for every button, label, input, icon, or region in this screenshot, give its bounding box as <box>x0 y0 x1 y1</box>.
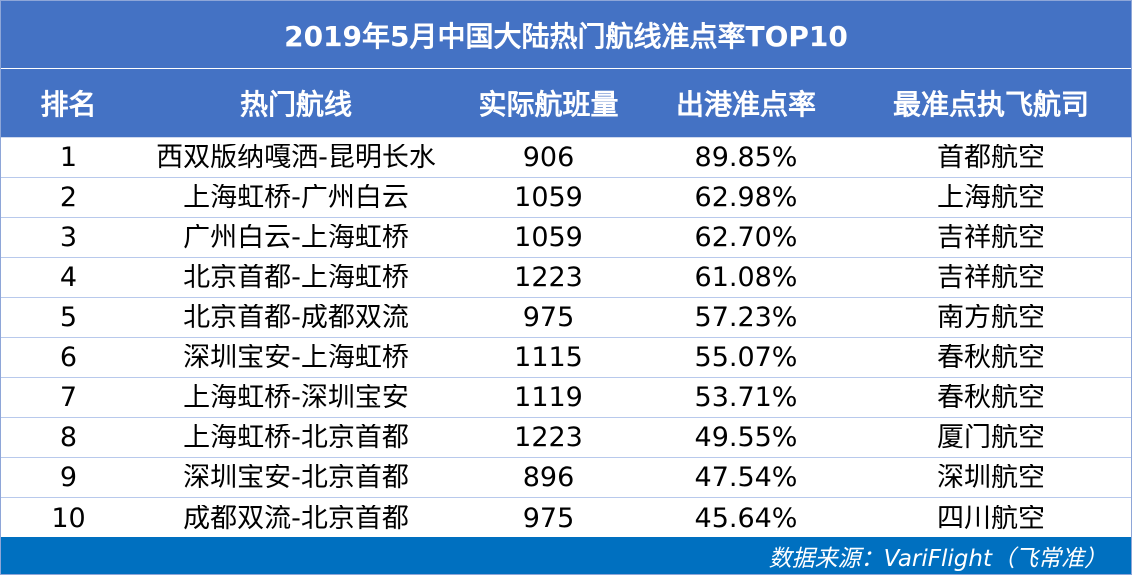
flights-cell: 896 <box>522 464 575 491</box>
table-row: 7 上海虹桥-深圳宝安 1119 53.71% 春秋航空 <box>1 378 1131 418</box>
route-cell: 北京首都-上海虹桥 <box>183 264 409 291</box>
table-row: 1 西双版纳嘎洒-昆明长水 906 89.85% 首都航空 <box>1 138 1131 178</box>
best-airline-cell: 深圳航空 <box>937 464 1045 491</box>
best-airline-cell: 首都航空 <box>937 144 1045 171</box>
flights-cell: 1059 <box>514 184 583 211</box>
flights-cell: 975 <box>522 504 575 532</box>
flights-cell: 1223 <box>514 424 583 451</box>
rank-cell: 3 <box>59 224 78 251</box>
flights-cell: 975 <box>522 304 575 331</box>
source-text: 数据来源：VariFlight（飞常准） <box>768 545 1107 572</box>
on-time-rate-cell: 55.07% <box>694 344 798 371</box>
route-cell: 北京首都-成都双流 <box>183 304 409 331</box>
on-time-rate-cell: 89.85% <box>694 144 798 171</box>
best-airline-cell: 吉祥航空 <box>937 264 1045 291</box>
flights-cell: 1115 <box>514 344 583 371</box>
route-cell: 深圳宝安-北京首都 <box>183 464 409 491</box>
source-footer: 数据来源：VariFlight（飞常准） <box>1 537 1131 574</box>
best-airline-cell: 四川航空 <box>937 504 1045 532</box>
flights-cell: 906 <box>522 144 575 171</box>
table-row: 4 北京首都-上海虹桥 1223 61.08% 吉祥航空 <box>1 258 1131 298</box>
table-title: 2019年5月中国大陆热门航线准点率TOP10 <box>1 1 1131 69</box>
on-time-rate-cell: 49.55% <box>694 424 798 451</box>
rank-cell: 7 <box>59 384 78 411</box>
rank-cell: 6 <box>59 344 78 371</box>
route-cell: 上海虹桥-广州白云 <box>183 184 409 211</box>
on-time-rate-cell: 62.98% <box>694 184 798 211</box>
best-airline-cell: 吉祥航空 <box>937 224 1045 251</box>
route-cell: 上海虹桥-北京首都 <box>183 424 409 451</box>
route-cell: 上海虹桥-深圳宝安 <box>183 384 409 411</box>
rank-cell: 8 <box>59 424 78 451</box>
header-on-time-rate: 出港准点率 <box>675 88 816 121</box>
route-cell: 广州白云-上海虹桥 <box>183 224 409 251</box>
route-cell: 成都双流-北京首都 <box>183 504 409 532</box>
on-time-rate-cell: 57.23% <box>694 304 798 331</box>
table-row: 5 北京首都-成都双流 975 57.23% 南方航空 <box>1 298 1131 338</box>
on-time-rate-cell: 61.08% <box>694 264 798 291</box>
table-body: 1 西双版纳嘎洒-昆明长水 906 89.85% 首都航空 2 上海虹桥-广州白… <box>1 138 1131 538</box>
rank-cell: 4 <box>59 264 78 291</box>
rank-cell: 10 <box>51 504 86 532</box>
rank-cell: 1 <box>59 144 78 171</box>
best-airline-cell: 厦门航空 <box>937 424 1045 451</box>
best-airline-cell: 上海航空 <box>937 184 1045 211</box>
on-time-rate-cell: 45.64% <box>694 504 798 532</box>
best-airline-cell: 春秋航空 <box>937 384 1045 411</box>
rank-cell: 5 <box>59 304 78 331</box>
on-time-rate-cell: 62.70% <box>694 224 798 251</box>
on-time-rate-cell: 47.54% <box>694 464 798 491</box>
table-row: 3 广州白云-上海虹桥 1059 62.70% 吉祥航空 <box>1 218 1131 258</box>
best-airline-cell: 南方航空 <box>937 304 1045 331</box>
table-row: 2 上海虹桥-广州白云 1059 62.98% 上海航空 <box>1 178 1131 218</box>
rank-cell: 9 <box>59 464 78 491</box>
header-route: 热门航线 <box>239 88 352 121</box>
flights-cell: 1059 <box>514 224 583 251</box>
table-row: 6 深圳宝安-上海虹桥 1115 55.07% 春秋航空 <box>1 338 1131 378</box>
table-row: 8 上海虹桥-北京首都 1223 49.55% 厦门航空 <box>1 418 1131 458</box>
table-row: 10 成都双流-北京首都 975 45.64% 四川航空 <box>1 498 1131 538</box>
flights-cell: 1223 <box>514 264 583 291</box>
table-header-row: 排名 热门航线 实际航班量 出港准点率 最准点执飞航司 <box>1 69 1131 138</box>
route-cell: 西双版纳嘎洒-昆明长水 <box>156 144 436 171</box>
header-best-airline: 最准点执飞航司 <box>892 88 1089 121</box>
table-row: 9 深圳宝安-北京首都 896 47.54% 深圳航空 <box>1 458 1131 498</box>
flights-cell: 1119 <box>514 384 583 411</box>
header-flights: 实际航班量 <box>478 88 619 121</box>
on-time-rate-cell: 53.71% <box>694 384 798 411</box>
rank-cell: 2 <box>59 184 78 211</box>
route-cell: 深圳宝安-上海虹桥 <box>183 344 409 371</box>
header-rank: 排名 <box>40 88 97 121</box>
best-airline-cell: 春秋航空 <box>937 344 1045 371</box>
